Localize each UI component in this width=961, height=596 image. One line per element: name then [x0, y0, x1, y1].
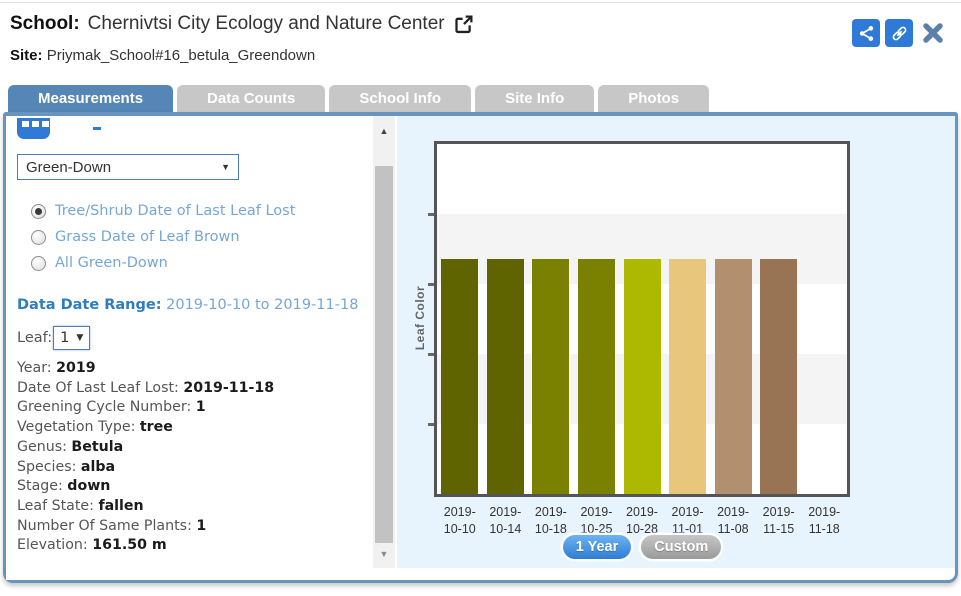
- share-button[interactable]: [852, 19, 880, 47]
- x-axis-label: 2019- 11-08: [717, 505, 750, 536]
- radio-button[interactable]: [31, 255, 46, 271]
- tab-photos[interactable]: Photos: [598, 85, 710, 112]
- y-axis-tick: [428, 353, 435, 356]
- protocol-select-value: Green-Down: [26, 158, 112, 176]
- x-axis-label: 2019- 10-10: [443, 505, 476, 536]
- calendar-cell: [22, 121, 29, 127]
- site-name: Priymak_School#16_betula_Greendown: [46, 47, 316, 64]
- calendar-cell: [42, 121, 49, 127]
- chart-range-buttons: 1 Year Custom: [434, 535, 850, 559]
- one-year-button[interactable]: 1 Year: [562, 535, 632, 559]
- detail-row: Vegetation Type: tree: [17, 419, 173, 436]
- tab-measurements[interactable]: Measurements: [8, 85, 174, 112]
- site-label: Site:: [10, 47, 43, 64]
- data-date-range: Data Date Range: 2019-10-10 to 2019-11-1…: [17, 297, 358, 313]
- radio-option[interactable]: Tree/Shrub Date of Last Leaf Lost: [31, 198, 295, 224]
- detail-row: Year: 2019: [17, 360, 96, 376]
- school-label: School:: [10, 13, 80, 34]
- school-header: School: Chernivtsi City Ecology and Natu…: [10, 13, 474, 35]
- leaf-selector-row: Leaf: 1 ▼: [17, 326, 91, 350]
- leaf-color-bar: [441, 259, 479, 494]
- external-link-icon[interactable]: [453, 14, 474, 35]
- leaf-select[interactable]: 1 ▼: [53, 326, 91, 350]
- x-axis-label: 2019- 11-15: [762, 505, 795, 536]
- leaf-select-value: 1: [60, 330, 70, 346]
- detail-row: Genus: Betula: [17, 438, 124, 455]
- details-list: Year: 2019 Date Of Last Leaf Lost: 2019-1…: [17, 359, 274, 556]
- measurements-sidebar: Green-Down ▼ Tree/Shrub Date of Last Lea…: [6, 116, 373, 580]
- data-date-range-label: Data Date Range:: [17, 297, 162, 313]
- leaf-color-bar: [760, 259, 798, 494]
- share-icon: [857, 24, 876, 43]
- radio-button[interactable]: [31, 229, 46, 245]
- radio-option[interactable]: Grass Date of Leaf Brown: [31, 224, 295, 250]
- site-header: Site: Priymak_School#16_betula_Greendown: [10, 47, 315, 64]
- protocol-select[interactable]: Green-Down ▼: [17, 154, 239, 180]
- leaf-label: Leaf:: [17, 330, 53, 346]
- detail-row: Elevation: 161.50 m: [17, 537, 167, 554]
- y-axis-label: Leaf Color: [413, 285, 427, 351]
- leaf-color-bar: [623, 259, 661, 494]
- chevron-down-icon: ▼: [221, 162, 230, 172]
- calendar-icon[interactable]: [17, 118, 50, 139]
- leaf-color-bar: [669, 259, 707, 494]
- leaf-color-chart: [434, 141, 850, 497]
- tab-site-info[interactable]: Site Info: [475, 85, 595, 112]
- chart-pane: Leaf Color 2019- 10-10 2019- 10-14 2019- 1…: [397, 116, 955, 568]
- y-axis-tick: [428, 283, 435, 286]
- scroll-down-icon[interactable]: ▼: [379, 549, 389, 559]
- leaf-color-bar: [532, 259, 570, 494]
- chevron-down-icon: ▼: [76, 333, 84, 343]
- chain-link-icon: [890, 24, 909, 43]
- custom-range-button[interactable]: Custom: [641, 535, 722, 559]
- clipped-text-fragment: [93, 127, 101, 130]
- x-axis-label: 2019- 11-01: [671, 505, 704, 536]
- tab-data-counts[interactable]: Data Counts: [177, 85, 326, 112]
- top-divider: [0, 2, 961, 3]
- radio-group: Tree/Shrub Date of Last Leaf Lost Grass D…: [31, 198, 295, 276]
- leaf-color-bar: [577, 259, 615, 494]
- detail-row: Date Of Last Leaf Lost: 2019-11-18: [17, 379, 275, 396]
- close-icon[interactable]: [920, 20, 946, 46]
- y-axis-tick: [428, 213, 435, 216]
- detail-row: Stage: down: [17, 478, 111, 495]
- leaf-color-bar: [486, 259, 524, 494]
- scroll-up-icon[interactable]: ▲: [379, 126, 389, 136]
- radio-button[interactable]: [31, 203, 46, 219]
- tab-school-info[interactable]: School Info: [329, 85, 472, 112]
- sidebar-scrollbar[interactable]: ▲ ▼: [373, 116, 395, 568]
- x-axis-label: 2019- 10-28: [626, 505, 658, 536]
- permalink-button[interactable]: [885, 19, 913, 47]
- leaf-color-bar: [714, 259, 752, 494]
- y-axis-tick: [428, 423, 435, 426]
- detail-row: Number Of Same Plants: 1: [17, 517, 207, 534]
- x-axis-label: 2019- 10-14: [489, 505, 522, 536]
- x-axis-label: 2019- 11-18: [808, 505, 841, 536]
- radio-label: Tree/Shrub Date of Last Leaf Lost: [55, 203, 296, 219]
- detail-row: Leaf State: fallen: [17, 497, 144, 514]
- detail-row: Greening Cycle Number: 1: [17, 399, 206, 416]
- radio-option[interactable]: All Green-Down: [31, 250, 295, 276]
- content-panel: Green-Down ▼ Tree/Shrub Date of Last Lea…: [3, 112, 958, 583]
- school-name: Chernivtsi City Ecology and Nature Cente…: [87, 13, 445, 34]
- calendar-cell: [32, 121, 39, 127]
- x-axis-label: 2019- 10-18: [534, 505, 567, 536]
- detail-row: Species: alba: [17, 458, 116, 475]
- scrollbar-thumb[interactable]: [375, 166, 393, 543]
- radio-label: Grass Date of Leaf Brown: [55, 229, 240, 245]
- x-axis-label: 2019- 10-25: [580, 505, 613, 536]
- tab-bar: Measurements Data Counts School Info Site I…: [8, 85, 710, 112]
- radio-label: All Green-Down: [55, 255, 168, 271]
- grid-band: [437, 144, 847, 214]
- data-date-range-dates: 2019-10-10 to 2019-11-18: [166, 297, 359, 313]
